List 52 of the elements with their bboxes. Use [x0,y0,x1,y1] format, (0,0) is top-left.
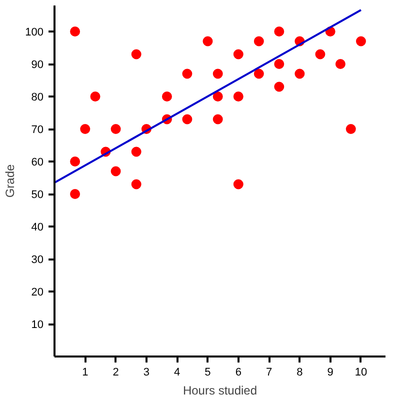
x-tick-label: 6 [235,366,242,378]
point [274,26,284,36]
y-tick-label: 90 [31,59,44,71]
point [254,68,264,79]
point [182,68,192,79]
point [346,124,356,134]
point [212,114,223,124]
y-tick-label: 10 [31,319,44,331]
y-tick-label: 80 [31,92,44,104]
point [233,49,244,60]
x-tick-label: 2 [112,366,119,378]
point [131,146,142,157]
x-axis-title: Hours studied [182,384,258,398]
point [80,124,90,134]
point [70,26,80,36]
point [212,92,223,102]
x-tick-label: 3 [143,366,150,378]
x-tick-label: 8 [296,366,303,378]
y-tick-label: 60 [31,156,44,168]
y-tick-label: 20 [31,286,44,298]
point [110,124,121,134]
point [131,49,142,60]
point [233,92,244,102]
y-axis-title: Grade [3,164,18,198]
point [254,36,264,46]
point [202,36,213,46]
point [162,92,172,102]
point [212,68,223,79]
point [182,114,192,124]
point [356,36,366,46]
point [335,59,346,69]
x-tick-label: 10 [354,366,368,378]
point [70,189,80,199]
point [294,68,305,79]
x-tick-label: 7 [266,366,272,378]
point [233,179,244,190]
y-tick-label: 40 [31,222,44,234]
point [315,49,326,60]
point [131,179,142,190]
point [274,82,284,92]
y-tick-label: 30 [31,254,44,266]
y-tick-label: 50 [31,189,44,201]
x-tick-label: 4 [174,366,180,378]
point [90,92,100,102]
y-tick-label: 70 [31,124,44,136]
point [274,59,284,69]
x-tick-label: 1 [82,366,88,378]
x-tick-label: 5 [204,366,211,378]
x-tick-label: 9 [327,366,334,378]
point [70,156,80,166]
point [110,166,121,176]
y-tick-label: 100 [25,26,44,38]
